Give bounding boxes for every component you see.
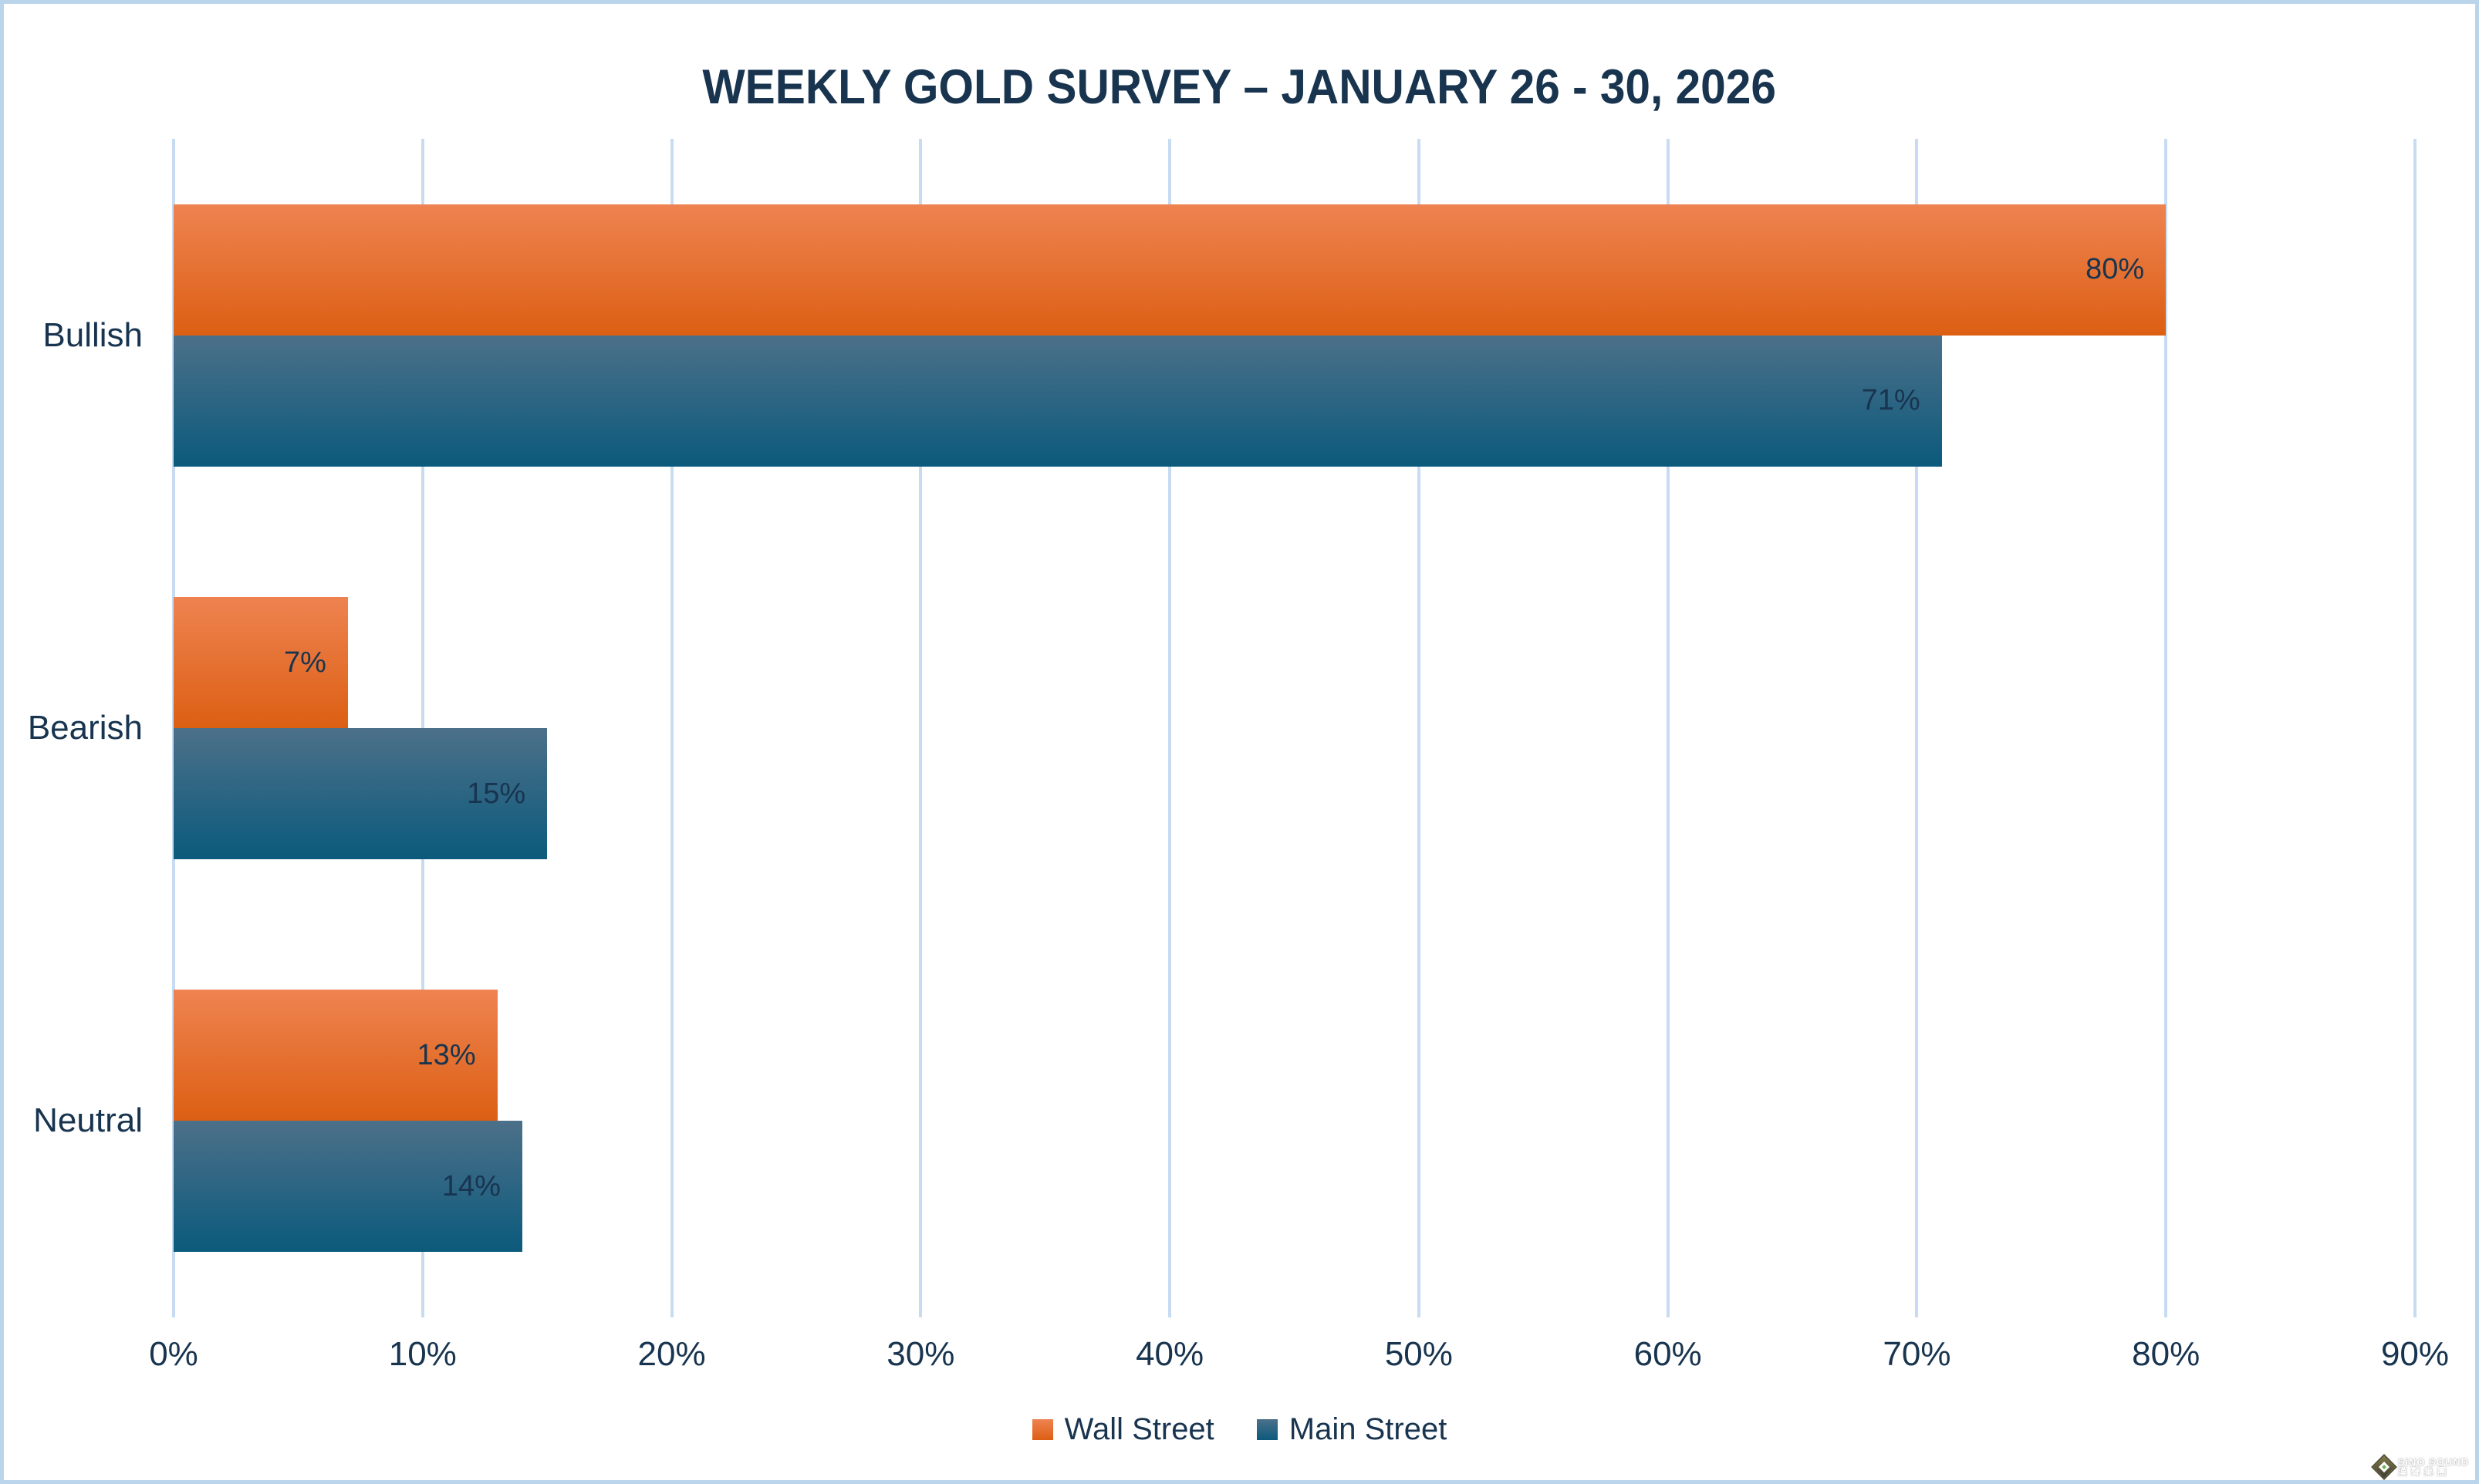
x-tick-30%: 30% <box>887 1335 955 1373</box>
category-label-bullish: Bullish <box>42 315 143 354</box>
bar-value-label: 14% <box>441 1169 501 1202</box>
x-tick-10%: 10% <box>388 1335 457 1373</box>
chart-title: WEEKLY GOLD SURVEY – JANUARY 26 - 30, 20… <box>4 59 2475 115</box>
bar-bullish-wall-street: 80% <box>174 204 2167 336</box>
x-tick-0%: 0% <box>149 1335 198 1373</box>
category-label-neutral: Neutral <box>33 1101 143 1140</box>
x-tick-70%: 70% <box>1883 1335 1951 1373</box>
watermark-brand-name-cn: 漢聲集團 <box>2397 1466 2450 1478</box>
x-tick-60%: 60% <box>1633 1335 1702 1373</box>
gridline-70% <box>1915 139 1919 1317</box>
legend-label: Main Street <box>1288 1412 1447 1446</box>
watermark-text: SiNO SOUND 漢聲集團 <box>2398 1457 2469 1477</box>
x-tick-50%: 50% <box>1384 1335 1453 1373</box>
bar-value-label: 80% <box>2086 253 2145 286</box>
gridline-80% <box>2164 139 2168 1317</box>
bar-bullish-main-street: 71% <box>174 335 1942 467</box>
x-tick-80%: 80% <box>2132 1335 2200 1373</box>
bar-neutral-main-street: 14% <box>174 1121 522 1253</box>
bar-value-label: 15% <box>467 777 526 810</box>
gridline-40% <box>1168 139 1172 1317</box>
x-tick-20%: 20% <box>637 1335 706 1373</box>
legend-item-main-street: Main Street <box>1256 1412 1447 1447</box>
watermark-brand-name: SiNO SOUND <box>2397 1455 2469 1468</box>
x-axis: 0% 10% 20% 30% 40% 50% 60% 70% 80% 90% <box>149 1335 2449 1378</box>
gridline-50% <box>1417 139 1420 1317</box>
bar-value-label: 7% <box>284 646 326 679</box>
bar-value-label: 71% <box>1861 384 1920 417</box>
gridline-90% <box>2413 139 2417 1317</box>
bar-neutral-wall-street: 13% <box>174 990 498 1121</box>
chart-title-text: WEEKLY GOLD SURVEY – JANUARY 26 - 30, 20… <box>702 60 1777 114</box>
watermark-diamond-logo-icon <box>2370 1453 2397 1480</box>
plot-area: 80% 71% 7% 15% 13% 14% <box>172 139 2417 1317</box>
category-axis: Bullish Bearish Neutral <box>4 139 143 1317</box>
legend-label: Wall Street <box>1064 1412 1214 1446</box>
legend-marker-icon <box>1032 1419 1053 1440</box>
watermark: SiNO SOUND 漢聲集團 <box>2370 1453 2469 1480</box>
legend: Wall Street Main Street <box>4 1412 2475 1447</box>
legend-item-wall-street: Wall Street <box>1032 1412 1214 1447</box>
bar-value-label: 13% <box>417 1038 476 1071</box>
bar-bearish-wall-street: 7% <box>174 597 348 728</box>
gridline-20% <box>670 139 674 1317</box>
legend-marker-icon <box>1256 1419 1278 1440</box>
x-tick-90%: 90% <box>2380 1335 2450 1373</box>
bar-bearish-main-street: 15% <box>174 728 548 859</box>
category-label-bearish: Bearish <box>27 709 143 747</box>
gridline-60% <box>1666 139 1670 1317</box>
x-tick-40%: 40% <box>1136 1335 1204 1373</box>
gridline-30% <box>919 139 923 1317</box>
